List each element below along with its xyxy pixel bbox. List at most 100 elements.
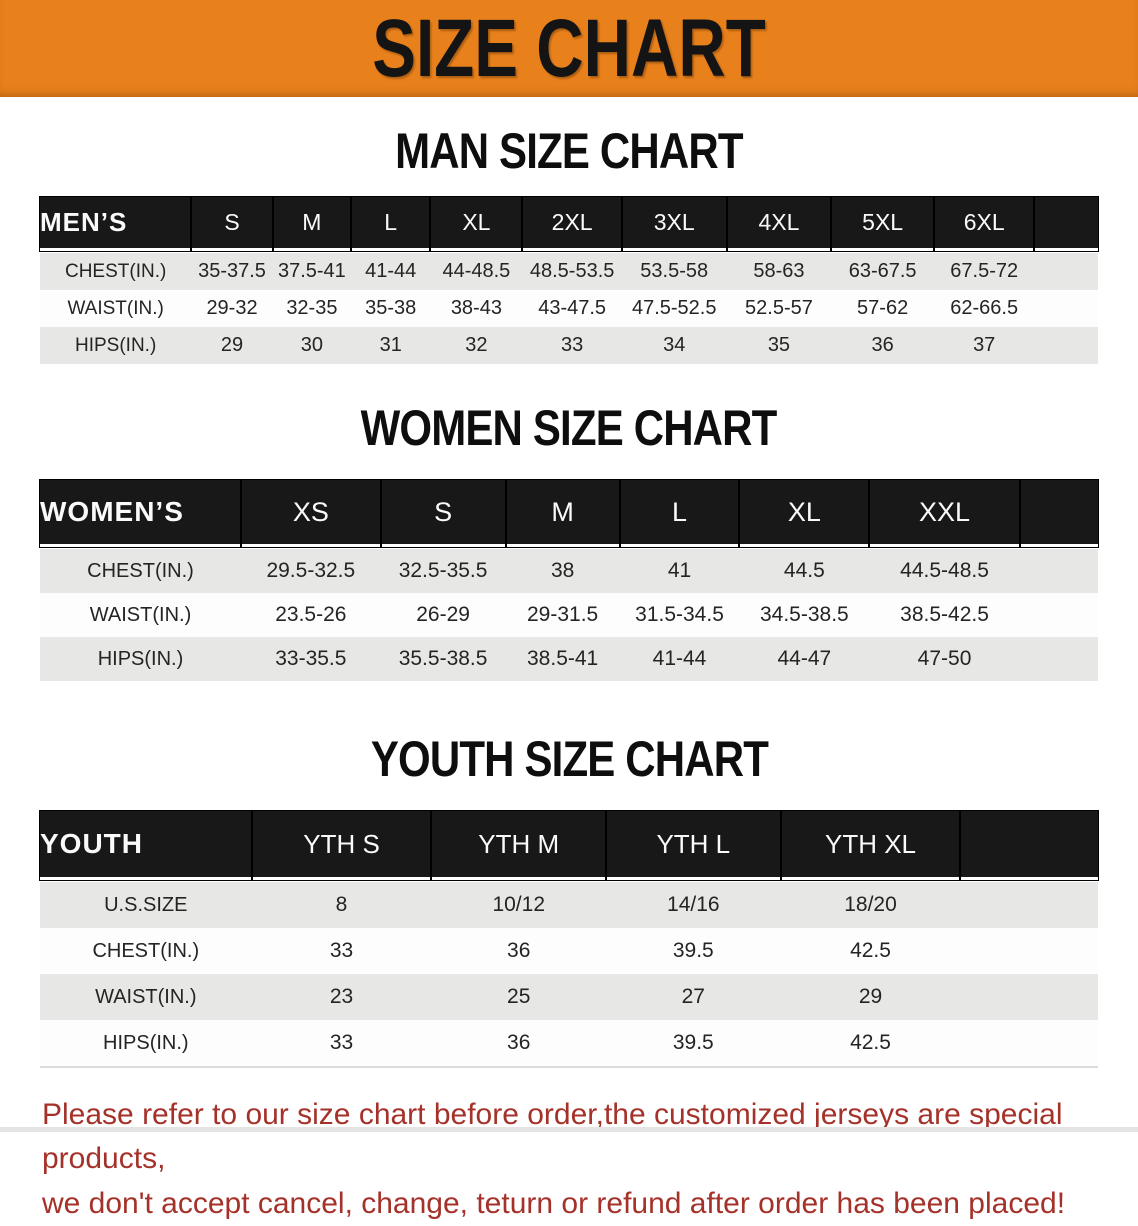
women-size-header-cell: XXL	[868, 479, 1021, 549]
size-value-cell: 41	[619, 546, 740, 593]
row-label-cell: HIPS(IN.)	[40, 327, 192, 364]
size-value-cell: 44.5	[739, 546, 870, 593]
size-value-cell: 30	[272, 327, 352, 364]
size-value-cell: 35.5-38.5	[380, 637, 506, 681]
spacer-cell	[959, 810, 1099, 882]
size-value-cell: 67.5-72	[933, 250, 1035, 290]
men-group-label-cell: MEN’S	[38, 196, 193, 253]
size-value-cell: 43-47.5	[522, 290, 622, 327]
row-label-cell: HIPS(IN.)	[40, 1020, 252, 1067]
women-header-row: WOMEN’S XS S M L XL XXL	[38, 479, 1100, 549]
size-value-cell: 36	[431, 1020, 607, 1067]
size-value-cell: 58-63	[726, 250, 832, 290]
men-hips-row: HIPS(IN.) 29 30 31 32 33 34 35 36 37	[40, 327, 1098, 364]
men-waist-row: WAIST(IN.) 29-32 32-35 35-38 38-43 43-47…	[40, 290, 1098, 327]
size-value-cell: 38-43	[430, 290, 523, 327]
size-value-cell: 48.5-53.5	[522, 250, 622, 290]
size-value-cell: 37	[933, 327, 1035, 364]
spacer-cell	[1033, 196, 1099, 253]
men-size-header-cell: M	[271, 196, 353, 253]
size-value-cell: 62-66.5	[933, 290, 1035, 327]
youth-size-header-cell: YTH S	[250, 810, 433, 882]
men-size-header-cell: S	[190, 196, 274, 253]
youth-group-label-cell: YOUTH	[39, 810, 253, 882]
size-value-cell: 26-29	[380, 593, 506, 637]
size-value-cell: 39.5	[606, 928, 781, 974]
bottom-divider	[0, 1127, 1138, 1132]
size-value-cell: 33-35.5	[241, 637, 381, 681]
youth-size-table: YOUTH YTH S YTH M YTH L YTH XL U.S.SIZE …	[39, 810, 1099, 1068]
men-section-title-text: MAN SIZE CHART	[395, 123, 743, 179]
spacer-cell	[1019, 593, 1098, 637]
size-value-cell: 42.5	[780, 928, 961, 974]
row-label-cell: U.S.SIZE	[40, 879, 252, 928]
size-value-cell: 38.5-41	[505, 637, 620, 681]
women-waist-row: WAIST(IN.) 23.5-26 26-29 29-31.5 31.5-34…	[40, 593, 1098, 637]
section-youth: YOUTH SIZE CHART YOUTH YTH S YTH M YTH L…	[0, 734, 1138, 1068]
women-section-title-text: WOMEN SIZE CHART	[361, 400, 778, 456]
size-value-cell: 18/20	[780, 879, 961, 928]
size-value-cell: 44.5-48.5	[869, 546, 1020, 593]
youth-size-header-cell: YTH XL	[779, 810, 962, 882]
spacer-cell	[1018, 479, 1100, 549]
row-label-cell: CHEST(IN.)	[40, 928, 252, 974]
women-size-header-cell: L	[618, 479, 741, 549]
youth-header-row: YOUTH YTH S YTH M YTH L YTH XL	[39, 810, 1099, 882]
size-value-cell: 27	[606, 974, 781, 1020]
men-size-header-cell: 4XL	[725, 196, 833, 253]
size-value-cell: 14/16	[606, 879, 781, 928]
women-size-header-cell: S	[379, 479, 507, 549]
size-value-cell: 38.5-42.5	[869, 593, 1020, 637]
section-women: WOMEN SIZE CHART WOMEN’S XS S M L XL XXL…	[0, 403, 1138, 681]
size-value-cell: 39.5	[606, 1020, 781, 1067]
men-size-header-cell: 5XL	[830, 196, 935, 253]
spacer-cell	[960, 1020, 1098, 1067]
size-value-cell: 57-62	[831, 290, 934, 327]
size-value-cell: 47.5-52.5	[621, 290, 727, 327]
size-value-cell: 52.5-57	[726, 290, 832, 327]
men-size-table: MEN’S S M L XL 2XL 3XL 4XL 5XL 6XL CHEST…	[38, 196, 1099, 364]
size-value-cell: 44-48.5	[430, 250, 523, 290]
size-value-cell: 31.5-34.5	[619, 593, 740, 637]
spacer-cell	[1019, 637, 1098, 681]
size-value-cell: 34.5-38.5	[739, 593, 870, 637]
row-label-cell: CHEST(IN.)	[40, 250, 192, 290]
men-size-header-cell: 3XL	[620, 196, 728, 253]
size-value-cell: 47-50	[869, 637, 1020, 681]
size-value-cell: 29-32	[191, 290, 273, 327]
youth-chest-row: CHEST(IN.) 33 36 39.5 42.5	[40, 928, 1098, 974]
row-label-cell: WAIST(IN.)	[40, 974, 252, 1020]
spacer-cell	[1034, 290, 1098, 327]
men-size-header-cell: 2XL	[521, 196, 623, 253]
order-notice-line1: Please refer to our size chart before or…	[42, 1098, 1063, 1176]
row-label-cell: CHEST(IN.)	[40, 546, 242, 593]
youth-hips-row: HIPS(IN.) 33 36 39.5 42.5	[40, 1020, 1098, 1067]
row-label-cell: WAIST(IN.)	[40, 290, 192, 327]
women-hips-row: HIPS(IN.) 33-35.5 35.5-38.5 38.5-41 41-4…	[40, 637, 1098, 681]
size-value-cell: 44-47	[739, 637, 870, 681]
size-value-cell: 41-44	[619, 637, 740, 681]
men-header-row: MEN’S S M L XL 2XL 3XL 4XL 5XL 6XL	[38, 196, 1099, 253]
size-value-cell: 41-44	[351, 250, 431, 290]
women-size-header-cell: M	[504, 479, 621, 549]
size-value-cell: 63-67.5	[831, 250, 934, 290]
row-label-cell: WAIST(IN.)	[40, 593, 242, 637]
size-value-cell: 29	[191, 327, 273, 364]
size-value-cell: 38	[505, 546, 620, 593]
size-value-cell: 32-35	[272, 290, 352, 327]
banner: SIZE CHART	[0, 0, 1138, 97]
youth-ussize-row: U.S.SIZE 8 10/12 14/16 18/20	[40, 879, 1098, 928]
size-value-cell: 37.5-41	[272, 250, 352, 290]
men-size-header-cell: XL	[429, 196, 524, 253]
banner-title: SIZE CHART	[372, 2, 766, 94]
youth-size-header-cell: YTH L	[605, 810, 782, 882]
size-value-cell: 42.5	[780, 1020, 961, 1067]
size-value-cell: 23.5-26	[241, 593, 381, 637]
youth-section-title: YOUTH SIZE CHART	[0, 734, 1138, 784]
size-value-cell: 33	[251, 1020, 432, 1067]
order-notice-line2: we don't accept cancel, change, teturn o…	[42, 1186, 1066, 1220]
size-value-cell: 23	[251, 974, 432, 1020]
size-value-cell: 33	[522, 327, 622, 364]
size-value-cell: 10/12	[431, 879, 607, 928]
spacer-cell	[1034, 327, 1098, 364]
